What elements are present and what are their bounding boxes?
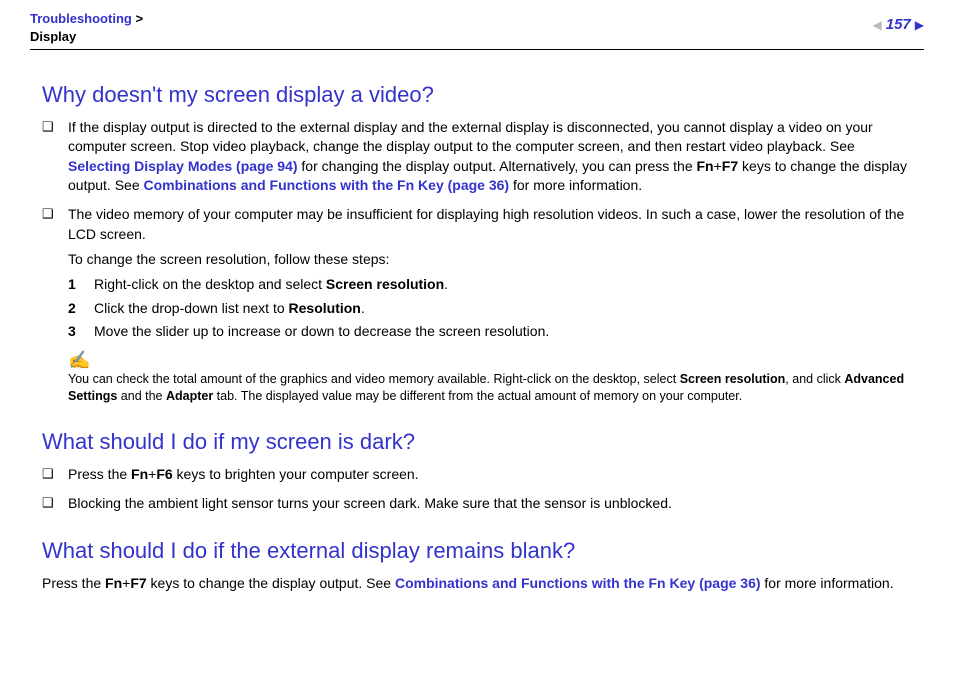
list-item: ❑ Press the Fn+F6 keys to brighten your …: [42, 465, 912, 484]
breadcrumb-display: Display: [30, 29, 76, 44]
breadcrumb: Troubleshooting > Display: [30, 10, 143, 45]
step-number: 1: [68, 275, 94, 294]
note-block: ✍ You can check the total amount of the …: [68, 351, 912, 405]
step-2: 2 Click the drop-down list next to Resol…: [68, 299, 912, 318]
link-display-modes[interactable]: Selecting Display Modes (page 94): [68, 158, 298, 174]
bullet-icon: ❑: [42, 205, 68, 405]
step-1: 1 Right-click on the desktop and select …: [68, 275, 912, 294]
heading-external: What should I do if the external display…: [42, 538, 912, 564]
page: Troubleshooting > Display ◀ 157 ▶ Why do…: [0, 0, 954, 619]
list-item: ❑ The video memory of your computer may …: [42, 205, 912, 405]
note-icon: ✍: [68, 351, 912, 369]
step-3: 3 Move the slider up to increase or down…: [68, 322, 912, 341]
page-number: 157: [886, 16, 911, 33]
step-number: 2: [68, 299, 94, 318]
bullet-text: The video memory of your computer may be…: [68, 205, 912, 405]
link-fn-key-1[interactable]: Combinations and Functions with the Fn K…: [144, 177, 510, 193]
prev-page-icon[interactable]: ◀: [873, 19, 882, 31]
paragraph: Press the Fn+F7 keys to change the displ…: [42, 574, 912, 593]
bullet-text: If the display output is directed to the…: [68, 118, 912, 195]
list-item: ❑ If the display output is directed to t…: [42, 118, 912, 195]
note-text: You can check the total amount of the gr…: [68, 371, 912, 405]
heading-dark: What should I do if my screen is dark?: [42, 429, 912, 455]
content: Why doesn't my screen display a video? ❑…: [30, 50, 924, 593]
next-page-icon[interactable]: ▶: [915, 19, 924, 31]
breadcrumb-sep: >: [132, 11, 143, 26]
bullet-text: Blocking the ambient light sensor turns …: [68, 494, 912, 513]
header-bar: Troubleshooting > Display ◀ 157 ▶: [30, 10, 924, 50]
step-number: 3: [68, 322, 94, 341]
list-item: ❑ Blocking the ambient light sensor turn…: [42, 494, 912, 513]
bullet-icon: ❑: [42, 494, 68, 513]
bullet-text: Press the Fn+F6 keys to brighten your co…: [68, 465, 912, 484]
breadcrumb-troubleshooting[interactable]: Troubleshooting: [30, 11, 132, 26]
bullet-icon: ❑: [42, 118, 68, 195]
page-nav: ◀ 157 ▶: [873, 10, 925, 33]
heading-video: Why doesn't my screen display a video?: [42, 82, 912, 108]
bullet-icon: ❑: [42, 465, 68, 484]
link-fn-key-2[interactable]: Combinations and Functions with the Fn K…: [395, 575, 761, 591]
